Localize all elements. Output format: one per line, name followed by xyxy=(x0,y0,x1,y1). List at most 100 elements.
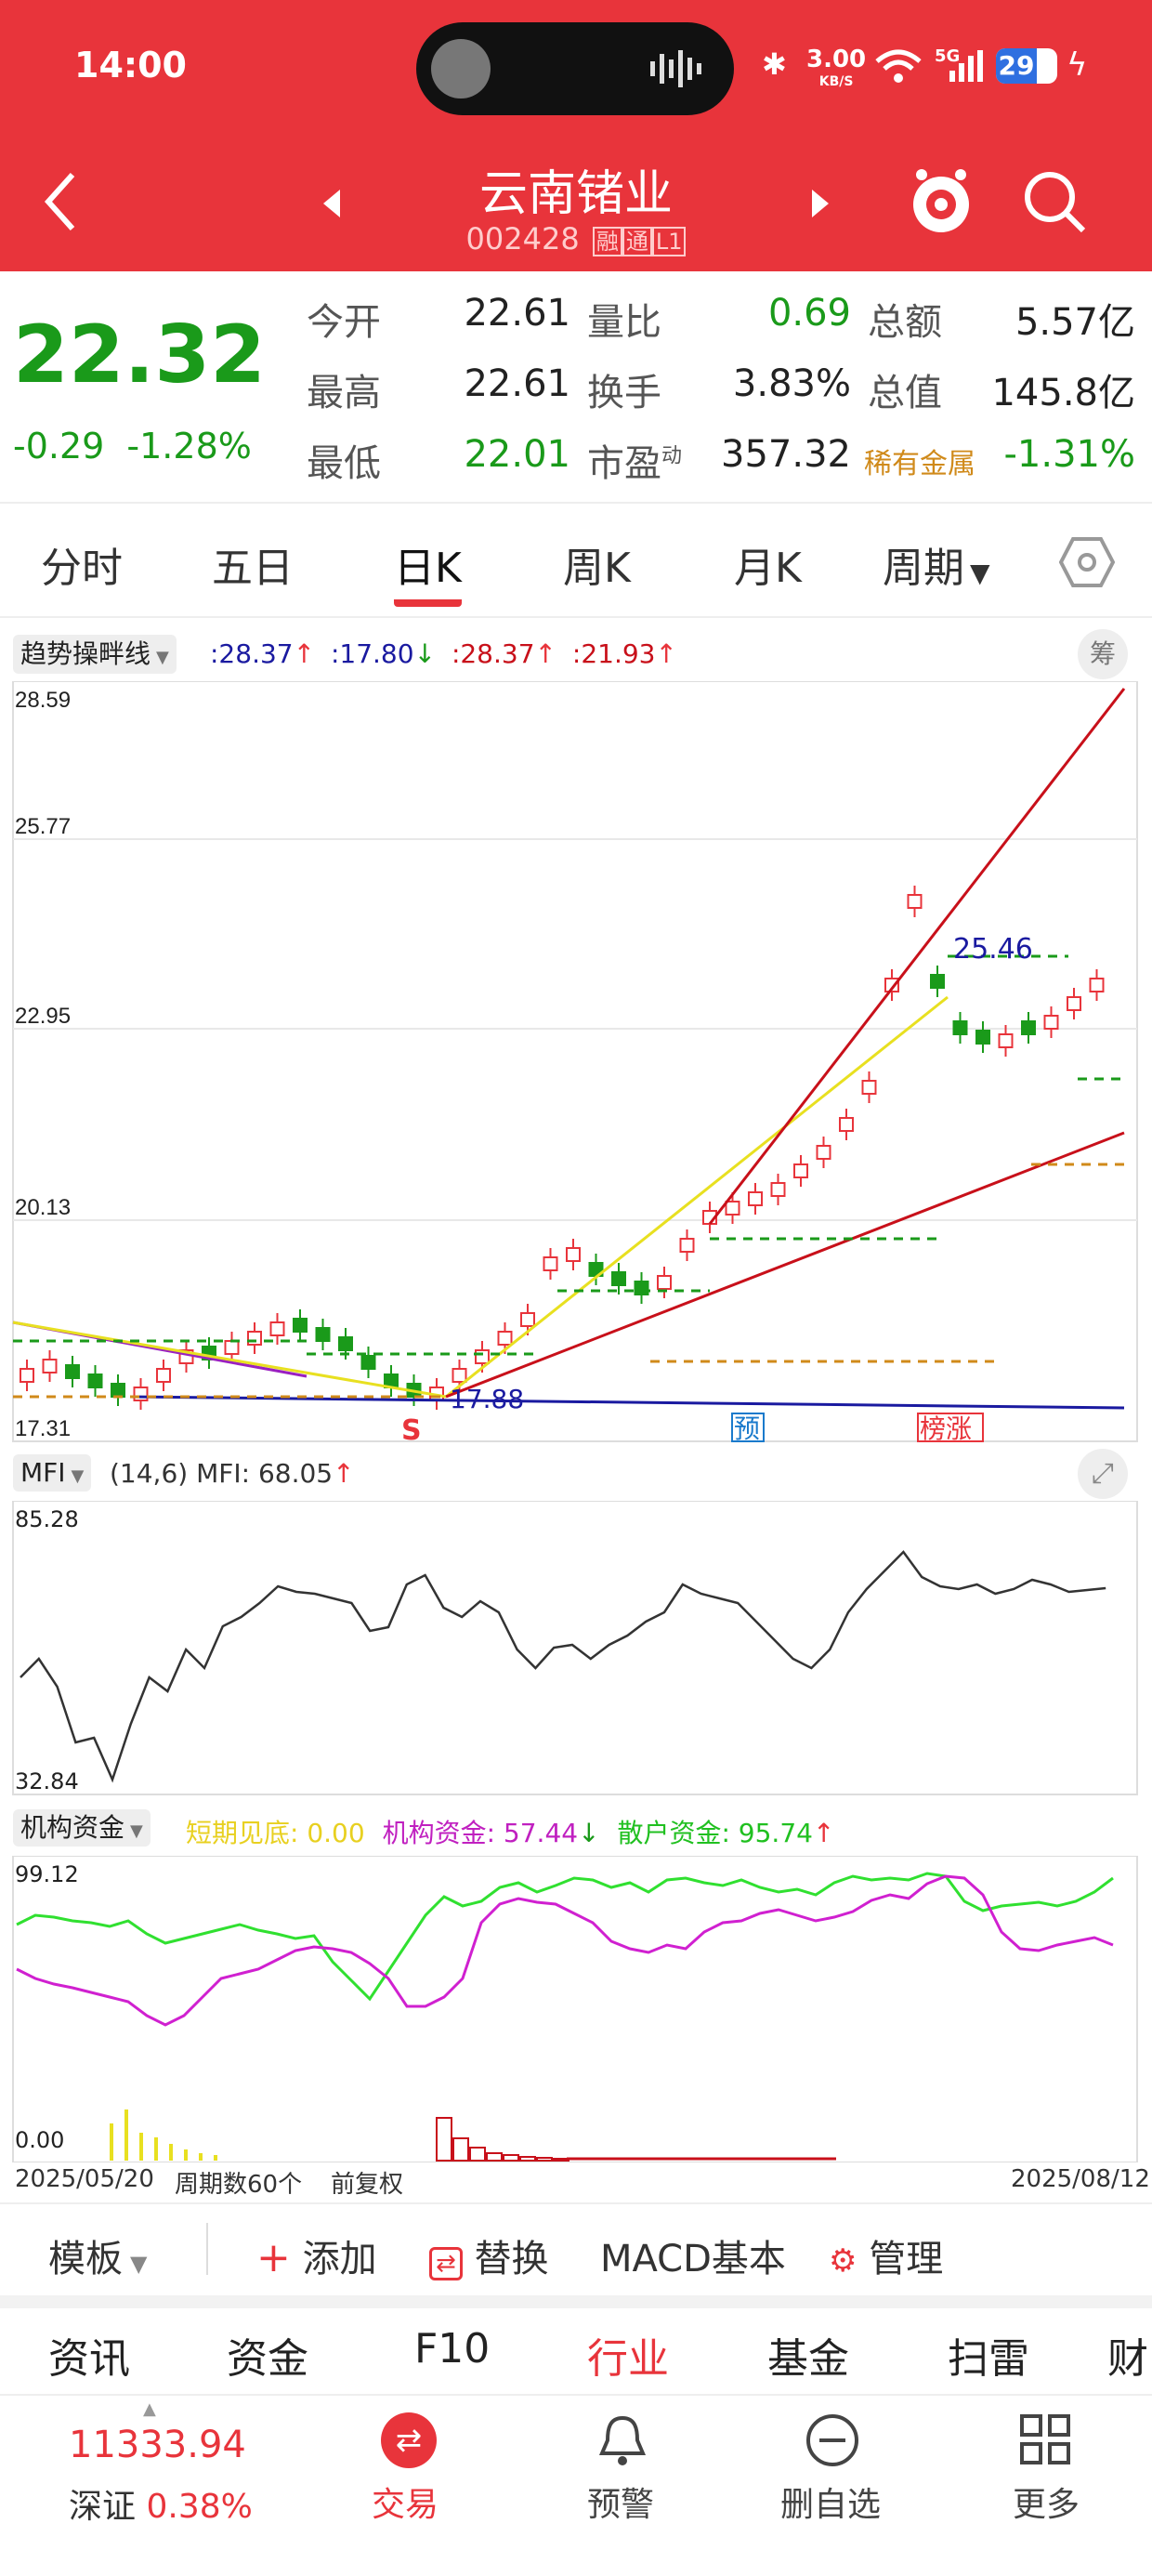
candle xyxy=(998,1033,1014,1048)
down-arrow-icon: ↓ xyxy=(413,638,437,669)
tab-five-day[interactable]: 五日 xyxy=(212,545,294,592)
subtab-f10[interactable]: F10 xyxy=(414,2325,491,2372)
remove-watchlist-icon[interactable] xyxy=(805,2412,860,2468)
sector-name[interactable]: 稀有金属 xyxy=(864,448,975,480)
subtab-scan[interactable]: 扫雷 xyxy=(948,2335,1029,2383)
pe-sup: 动 xyxy=(661,444,683,468)
dynamic-island xyxy=(416,22,734,115)
fund-bar-red xyxy=(469,2147,486,2162)
price-change: -0.29 -1.28% xyxy=(13,426,252,467)
candle xyxy=(543,1256,558,1271)
mascot-icon[interactable] xyxy=(909,164,974,238)
period-count: 周期数60个 xyxy=(175,2171,303,2199)
replace-label: 替换 xyxy=(474,2238,549,2280)
mfi-name: MFI xyxy=(20,1457,66,1488)
delete-label[interactable]: 删自选 xyxy=(780,2486,882,2524)
subtab-fund[interactable]: 基金 xyxy=(767,2335,849,2383)
candle xyxy=(907,894,923,909)
settings-hex-icon[interactable] xyxy=(1059,534,1115,590)
tab-intraday[interactable]: 分时 xyxy=(41,545,123,592)
fund-bar-red xyxy=(536,2157,553,2162)
candles xyxy=(20,886,1105,1410)
subtab-industry[interactable]: 行业 xyxy=(587,2335,669,2383)
bell-icon[interactable] xyxy=(596,2412,648,2468)
candle xyxy=(725,1201,740,1216)
fund-values: 短期见底: 0.00 机构资金: 57.44↓ 散户资金: 95.74↑ xyxy=(186,1813,834,1850)
value-pe: 357.32 xyxy=(721,433,851,476)
more-label[interactable]: 更多 xyxy=(1013,2486,1080,2524)
stock-name: 云南锗业 xyxy=(478,166,673,222)
axis-label-4: 20.13 xyxy=(15,1195,71,1220)
kline-chart[interactable]: 28.59 25.77 22.95 20.13 17.31 17.88 25.4… xyxy=(0,681,1152,1443)
up-arrow-icon: ↑ xyxy=(655,638,677,669)
search-icon[interactable] xyxy=(1020,167,1091,238)
battery-icon: 29 xyxy=(996,48,1057,84)
status-bar: 14:00 ✱ 3.00 KB/S 5G 29 ϟ xyxy=(0,0,1152,139)
tab-monthly-k[interactable]: 月K xyxy=(734,545,802,592)
candle xyxy=(770,1182,786,1197)
indicator-v3: :28.37 xyxy=(451,638,535,669)
up-arrow-icon: ↑ xyxy=(812,1818,835,1848)
candle xyxy=(861,1080,877,1095)
replace-button[interactable]: ⇄ 替换 xyxy=(429,2228,549,2282)
indicator-toolbar: 模板 ▼ + 添加 ⇄ 替换 MACD基本 ⚙ 管理 xyxy=(0,2202,1152,2295)
value-open: 22.61 xyxy=(464,292,570,335)
candle xyxy=(452,1368,467,1383)
label-turnover-amount: 总额 xyxy=(868,301,942,344)
mfi-axis-top: 85.28 xyxy=(15,1506,79,1532)
value-high: 22.61 xyxy=(464,362,570,405)
subtab-funds[interactable]: 资金 xyxy=(227,2335,308,2383)
main-indicator-select[interactable]: 趋势操畔线 ▼ xyxy=(13,635,177,674)
adjust-mode[interactable]: 前复权 xyxy=(331,2171,404,2199)
label-pe: 市盈动 xyxy=(587,433,682,487)
tab-period[interactable]: 周期 ▼ xyxy=(883,534,990,594)
more-grid-icon[interactable] xyxy=(1018,2412,1074,2468)
candle xyxy=(87,1373,103,1388)
manage-button[interactable]: ⚙ 管理 xyxy=(829,2228,943,2282)
bottom-section: 资讯 资金 F10 行业 基金 扫雷 财 ▲ 11333.94 深证 0.38%… xyxy=(0,2295,1152,2576)
tab-daily-k[interactable]: 日K xyxy=(394,534,462,607)
mfi-axis-bottom: 32.84 xyxy=(15,1768,79,1794)
candle xyxy=(20,1368,34,1383)
divider xyxy=(206,2223,208,2275)
index-value[interactable]: 11333.94 xyxy=(69,2424,246,2466)
template-button[interactable]: 模板 ▼ xyxy=(48,2228,147,2282)
trend-line-yellow xyxy=(12,1321,447,1399)
caret-up-icon: ▲ xyxy=(143,2399,156,2419)
inst-line xyxy=(16,1874,1114,2027)
axis-label-2: 25.77 xyxy=(15,814,71,839)
fund-chart: 99.12 0.00 xyxy=(12,1856,1138,2162)
swap-icon: ⇄ xyxy=(429,2247,463,2280)
fund-select[interactable]: 机构资金 ▼ xyxy=(13,1809,151,1847)
mfi-select[interactable]: MFI ▼ xyxy=(13,1454,92,1492)
subtab-news[interactable]: 资讯 xyxy=(48,2335,130,2383)
subtab-finance[interactable]: 财 xyxy=(1107,2335,1148,2383)
up-arrow-icon: ↑ xyxy=(534,638,556,669)
candle xyxy=(1089,978,1105,992)
tab-weekly-k[interactable]: 周K xyxy=(563,545,631,592)
candle xyxy=(42,1359,58,1373)
trade-label[interactable]: 交易 xyxy=(372,2486,439,2524)
value-low: 22.01 xyxy=(464,433,570,476)
candle xyxy=(930,974,945,989)
trade-icon[interactable]: ⇄ xyxy=(381,2412,437,2468)
candle xyxy=(884,978,899,992)
net-speed: 3.00 xyxy=(806,46,867,73)
candle xyxy=(748,1191,763,1206)
prev-stock-icon[interactable] xyxy=(320,188,342,219)
add-button[interactable]: + 添加 xyxy=(256,2228,377,2282)
next-stock-icon[interactable] xyxy=(810,188,832,219)
macd-basic-button[interactable]: MACD基本 xyxy=(600,2238,786,2280)
candle xyxy=(247,1331,262,1346)
alert-label[interactable]: 预警 xyxy=(587,2486,655,2524)
expand-icon[interactable]: ⤢ xyxy=(1078,1449,1128,1499)
candle xyxy=(293,1318,308,1333)
sector-change: -1.31% xyxy=(1003,433,1135,476)
chips-button[interactable]: 筹 xyxy=(1078,629,1128,679)
main-indicator-values: :28.37↑ :17.80↓ :28.37↑ :21.93↑ xyxy=(210,638,677,669)
fund-bar-red xyxy=(452,2137,469,2162)
badge-tong: 通 xyxy=(622,227,652,256)
candle xyxy=(816,1145,831,1160)
label-turnover-rate: 换手 xyxy=(587,372,661,414)
back-icon[interactable] xyxy=(41,169,78,234)
